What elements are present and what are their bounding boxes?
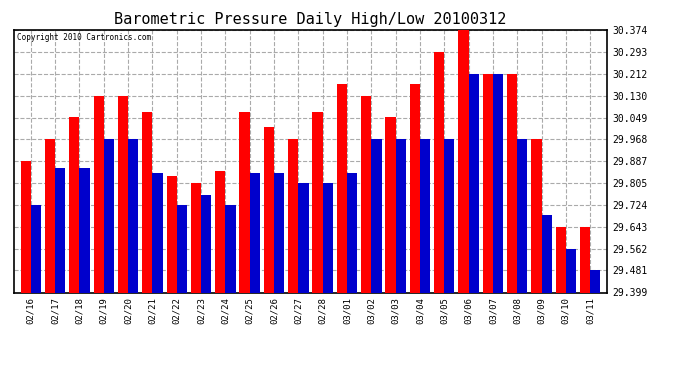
- Text: Copyright 2010 Cartronics.com: Copyright 2010 Cartronics.com: [17, 33, 151, 42]
- Bar: [104, 139, 114, 292]
- Bar: [215, 171, 226, 292]
- Bar: [590, 270, 600, 292]
- Bar: [580, 227, 590, 292]
- Bar: [469, 74, 479, 292]
- Bar: [152, 173, 163, 292]
- Bar: [274, 173, 284, 292]
- Bar: [361, 96, 371, 292]
- Bar: [250, 173, 260, 292]
- Bar: [566, 249, 576, 292]
- Bar: [483, 74, 493, 292]
- Bar: [323, 183, 333, 292]
- Bar: [313, 112, 323, 292]
- Bar: [493, 74, 503, 292]
- Bar: [239, 112, 250, 292]
- Bar: [410, 84, 420, 292]
- Title: Barometric Pressure Daily High/Low 20100312: Barometric Pressure Daily High/Low 20100…: [115, 12, 506, 27]
- Bar: [118, 96, 128, 292]
- Bar: [31, 205, 41, 292]
- Bar: [166, 177, 177, 292]
- Bar: [458, 30, 469, 292]
- Bar: [555, 227, 566, 292]
- Bar: [531, 139, 542, 292]
- Bar: [128, 139, 138, 292]
- Bar: [21, 161, 31, 292]
- Bar: [79, 168, 90, 292]
- Bar: [142, 112, 152, 292]
- Bar: [518, 139, 527, 292]
- Bar: [94, 96, 104, 292]
- Bar: [395, 139, 406, 292]
- Bar: [347, 173, 357, 292]
- Bar: [444, 139, 455, 292]
- Bar: [337, 84, 347, 292]
- Bar: [542, 215, 552, 292]
- Bar: [55, 168, 66, 292]
- Bar: [434, 52, 444, 292]
- Bar: [298, 183, 308, 292]
- Bar: [45, 139, 55, 292]
- Bar: [191, 183, 201, 292]
- Bar: [226, 205, 235, 292]
- Bar: [264, 128, 274, 292]
- Bar: [177, 205, 187, 292]
- Bar: [69, 117, 79, 292]
- Bar: [201, 195, 211, 292]
- Bar: [386, 117, 395, 292]
- Bar: [507, 74, 518, 292]
- Bar: [420, 139, 430, 292]
- Bar: [288, 139, 298, 292]
- Bar: [371, 139, 382, 292]
